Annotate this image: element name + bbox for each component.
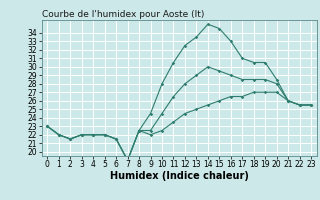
Text: Courbe de l'humidex pour Aoste (It): Courbe de l'humidex pour Aoste (It) [42,10,204,19]
X-axis label: Humidex (Indice chaleur): Humidex (Indice chaleur) [110,171,249,181]
